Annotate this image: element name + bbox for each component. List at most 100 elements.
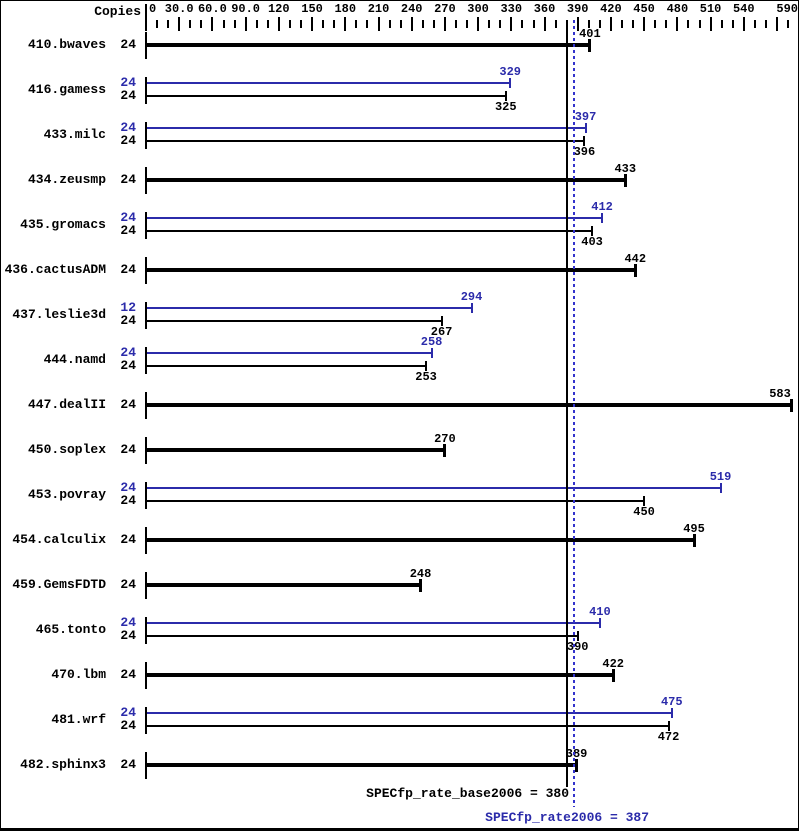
row-axis-segment xyxy=(145,482,147,509)
bar-end-tick xyxy=(504,91,507,101)
base-bar xyxy=(147,95,506,97)
axis-tick-label: 150 xyxy=(301,2,323,16)
benchmark-name: 410.bwaves xyxy=(27,37,106,52)
base-value-label: 389 xyxy=(565,747,588,761)
base-bar xyxy=(147,763,577,767)
axis-major-tick xyxy=(443,17,446,31)
axis-tick-label: 540 xyxy=(732,2,755,16)
axis-minor-tick xyxy=(587,20,590,28)
bar-end-tick xyxy=(643,496,646,506)
axis-major-tick xyxy=(576,17,579,31)
base-bar xyxy=(147,500,645,502)
base-value-label: 270 xyxy=(434,432,456,446)
peak-bar xyxy=(147,82,511,84)
copies-label: 24 xyxy=(120,75,136,90)
base-bar xyxy=(147,538,694,542)
axis-minor-tick xyxy=(632,20,635,28)
base-value-label: 253 xyxy=(415,370,437,384)
axis-tick-label: 390 xyxy=(566,2,589,16)
peak-bar xyxy=(147,307,472,309)
benchmark-name: 450.soplex xyxy=(27,442,106,457)
axis-minor-tick xyxy=(554,20,557,28)
benchmark-name: 433.milc xyxy=(43,127,106,142)
axis-major-tick xyxy=(676,17,679,31)
axis-minor-tick xyxy=(455,20,457,28)
axis-minor-tick xyxy=(366,20,369,28)
axis-major-tick xyxy=(477,17,480,31)
bar-end-tick xyxy=(584,123,587,133)
copies-label: 24 xyxy=(120,615,136,630)
row-axis-segment xyxy=(145,257,147,284)
base-bar xyxy=(147,320,442,322)
axis-minor-tick xyxy=(300,20,302,28)
peak-value-label: 397 xyxy=(574,110,597,124)
peak-summary-text: SPECfp_rate2006 = 387 xyxy=(485,810,649,825)
copies-label: 24 xyxy=(120,262,136,277)
row-axis-segment xyxy=(145,392,147,419)
bar-end-tick xyxy=(667,721,670,731)
base-value-label: 442 xyxy=(624,252,647,266)
axis-minor-tick xyxy=(621,20,623,28)
row-axis-segment xyxy=(145,302,147,329)
axis-minor-tick xyxy=(521,20,524,28)
axis-minor-tick xyxy=(654,20,657,28)
bar-end-tick xyxy=(440,316,443,326)
axis-minor-tick xyxy=(532,20,535,28)
bar-end-tick xyxy=(443,443,447,457)
copies-label: 24 xyxy=(120,532,136,547)
base-value-label: 495 xyxy=(683,522,705,536)
axis-minor-tick xyxy=(687,20,690,28)
base-bar xyxy=(147,635,578,637)
axis-tick-label: 180 xyxy=(334,2,357,16)
axis-minor-tick xyxy=(200,20,203,28)
axis-major-tick xyxy=(709,17,712,31)
bar-end-tick xyxy=(509,78,512,88)
axis-tick-label: 360 xyxy=(533,2,556,16)
axis-tick-label: 30.0 xyxy=(164,2,194,16)
base-value-label: 401 xyxy=(579,27,601,41)
peak-bar xyxy=(147,352,432,354)
axis-minor-tick xyxy=(720,20,723,28)
peak-value-label: 329 xyxy=(499,65,521,79)
peak-bar xyxy=(147,622,600,624)
copies-label: 24 xyxy=(120,133,136,148)
axis-minor-tick xyxy=(189,20,192,28)
copies-label: 24 xyxy=(120,358,136,373)
axis-minor-tick xyxy=(333,20,336,28)
axis-minor-tick xyxy=(156,20,159,28)
base-value-label: 390 xyxy=(566,640,589,654)
base-value-label: 325 xyxy=(494,100,517,114)
copies-label: 24 xyxy=(120,210,136,225)
benchmark-name: 453.povray xyxy=(27,487,106,502)
axis-minor-tick xyxy=(787,20,790,28)
benchmark-name: 482.sphinx3 xyxy=(20,757,106,772)
axis-tick-label: 300 xyxy=(467,2,489,16)
base-reference-line xyxy=(565,21,568,787)
axis-major-tick xyxy=(609,17,612,31)
benchmark-name: 434.zeusmp xyxy=(27,172,106,187)
peak-value-label: 475 xyxy=(660,695,683,709)
peak-reference-line-dotted xyxy=(573,20,576,807)
benchmark-name: 470.lbm xyxy=(51,667,106,682)
peak-value-label: 410 xyxy=(589,605,611,619)
copies-label: 24 xyxy=(120,757,136,772)
axis-minor-tick xyxy=(488,20,491,28)
axis-tick-label: 480 xyxy=(666,2,689,16)
base-value-label: 403 xyxy=(581,235,603,249)
base-bar xyxy=(147,448,445,452)
bar-end-tick xyxy=(588,38,592,52)
axis-major-tick xyxy=(211,17,214,31)
base-value-label: 248 xyxy=(409,567,432,581)
row-axis-segment xyxy=(145,707,147,734)
peak-value-label: 412 xyxy=(591,200,613,214)
bar-end-tick xyxy=(692,533,696,547)
axis-tick-label: 420 xyxy=(600,2,622,16)
bar-end-tick xyxy=(425,361,428,371)
axis-tick-label: 210 xyxy=(367,2,390,16)
axis-tick-label: 120 xyxy=(267,2,290,16)
benchmark-name: 454.calculix xyxy=(12,532,106,547)
copies-label: 24 xyxy=(120,577,136,592)
copies-label: 24 xyxy=(120,705,136,720)
axis-minor-tick xyxy=(322,20,325,28)
bar-end-tick xyxy=(611,668,615,682)
